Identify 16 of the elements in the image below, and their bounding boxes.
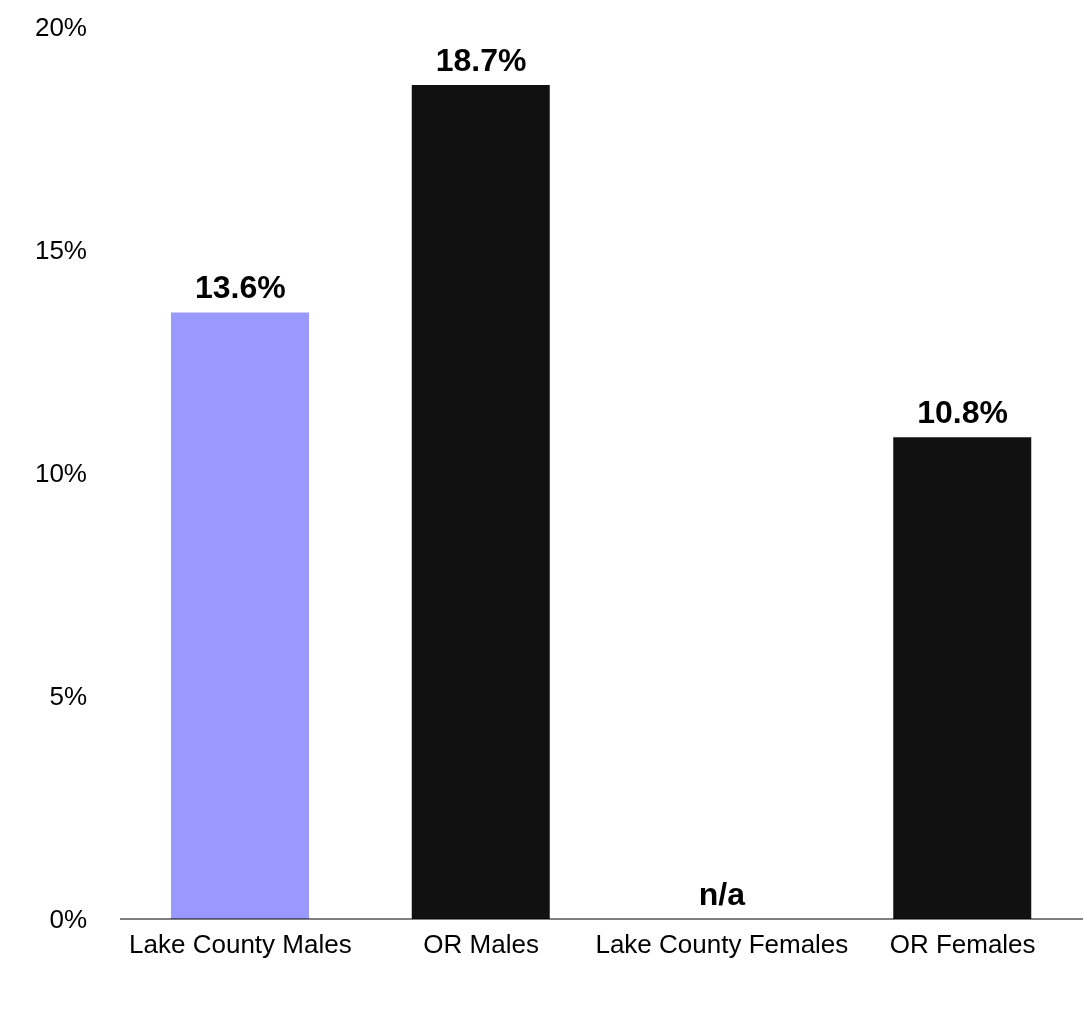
x-tick-label: OR Males: [423, 929, 539, 960]
y-tick-label: 20%: [34, 12, 87, 43]
bar: [893, 437, 1032, 919]
bar: [411, 84, 550, 919]
x-tick-label: Lake County Females: [595, 929, 849, 960]
data-label: 10.8%: [917, 394, 1008, 431]
data-label: 18.7%: [435, 41, 527, 78]
y-tick-label: 5%: [49, 681, 87, 712]
y-tick-label: 10%: [34, 458, 87, 489]
y-tick-label: 15%: [34, 235, 87, 266]
data-label: 13.6%: [195, 269, 286, 306]
text: n/a: [698, 876, 745, 912]
bar: [171, 312, 309, 919]
x-tick-label: OR Females: [889, 929, 1036, 960]
y-tick-label: 0%: [49, 904, 87, 935]
x-tick-label: Lake County Males: [129, 929, 352, 960]
